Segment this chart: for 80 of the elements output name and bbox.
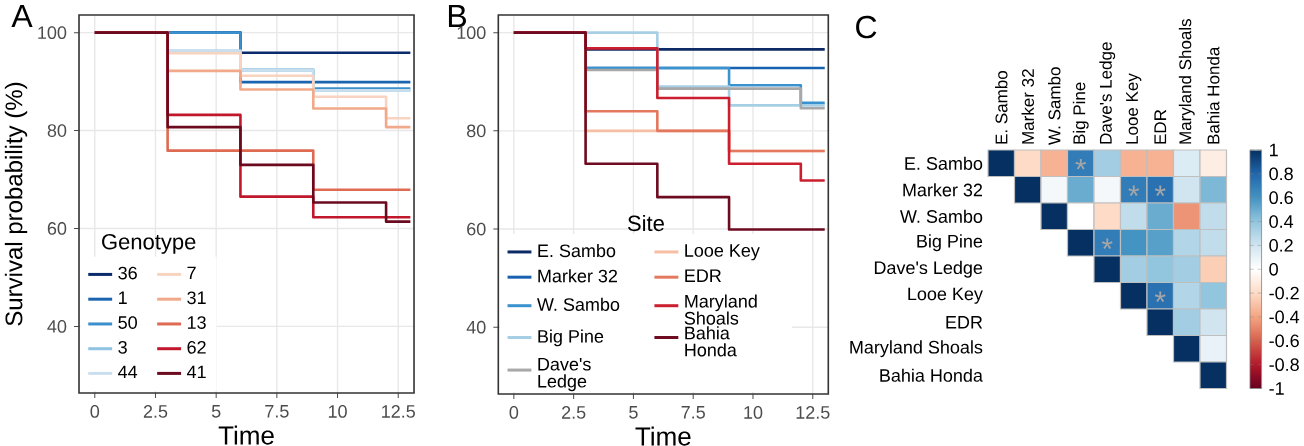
y-tick-label: 100: [38, 26, 67, 40]
x-tick-label: Looe Key: [1126, 73, 1142, 144]
y-tick-label: E. Sambo: [905, 156, 983, 170]
x-tick-label: 7.5: [265, 405, 289, 418]
x-tick-label: 2.5: [143, 405, 168, 418]
color-bar-label: 0.6: [1269, 191, 1293, 205]
y-tick-label: 80: [47, 124, 67, 137]
legend-label: Dave's Ledge: [538, 358, 591, 392]
y-tick-label: 100: [457, 26, 486, 40]
legend-label: 62: [187, 340, 206, 354]
color-bar-label: -0.6: [1269, 334, 1299, 348]
color-bar-label: -0.8: [1269, 358, 1299, 372]
y-tick-label: 40: [466, 320, 486, 334]
y-tick-label: 80: [467, 124, 486, 138]
x-tick-label: 5: [211, 405, 221, 418]
y-tick-label: 60: [47, 222, 67, 235]
color-bar-label: 0.4: [1269, 215, 1294, 228]
legend-label: Bahia Honda: [685, 326, 737, 357]
chart-title: A: [11, 5, 33, 28]
legend-label: 50: [118, 316, 137, 329]
data-label: *: [1154, 185, 1166, 196]
color-bar-label: 0.8: [1269, 167, 1293, 181]
data-label: *: [1101, 238, 1113, 249]
legend-label: Big Pine: [538, 329, 604, 347]
y-tick-label: 60: [467, 222, 486, 236]
legend-label: W. Sambo: [537, 297, 620, 311]
legend-title: Genotype: [102, 233, 196, 254]
legend-label: 31: [187, 291, 206, 305]
legend-label: 36: [118, 266, 137, 280]
chart-title: C: [856, 15, 877, 39]
x-tick-label: 12.5: [382, 405, 415, 418]
color-bar-label: 0.2: [1269, 239, 1293, 252]
x-tick-label: Bahia Honda: [1206, 46, 1220, 144]
legend-label: 41: [186, 365, 206, 379]
data-label: *: [1128, 185, 1140, 196]
chart-title: B: [448, 4, 466, 28]
legend-label: Marker 32: [538, 269, 618, 283]
y-tick-label: Dave's Ledge: [874, 260, 983, 278]
legend-label: 44: [118, 365, 138, 379]
y-tick-label: Big Pine: [917, 234, 983, 252]
y-axis-title: Survival probability (%): [4, 82, 28, 326]
x-axis-title: Time: [635, 426, 691, 446]
color-bar-label: 0: [1269, 262, 1278, 276]
y-tick-label: Marker 32: [903, 183, 983, 197]
y-tick-label: EDR: [946, 316, 983, 329]
x-tick-label: 7.5: [681, 406, 705, 419]
y-tick-label: 40: [47, 320, 67, 333]
legend-label: 7: [187, 266, 196, 280]
legend-label: Looe Key: [685, 244, 760, 261]
legend-label: E. Sambo: [538, 243, 616, 258]
x-tick-label: Dave's Ledge: [1099, 42, 1116, 144]
color-bar-label: -1: [1269, 382, 1284, 395]
x-tick-label: 0: [90, 405, 100, 418]
y-tick-label: Looe Key: [908, 287, 983, 304]
x-tick-label: 5: [629, 406, 638, 419]
x-tick-label: Maryland Shoals: [1178, 19, 1195, 144]
legend-label: 13: [187, 316, 206, 329]
x-axis-title: Time: [218, 425, 274, 445]
x-tick-label: EDR: [1154, 109, 1167, 144]
color-bar-label: -0.4: [1269, 310, 1300, 324]
y-tick-label: Bahia Honda: [880, 368, 983, 382]
x-tick-label: 12.5: [796, 406, 830, 419]
y-tick-label: W. Sambo: [900, 209, 983, 223]
y-tick-label: Maryland Shoals: [850, 340, 983, 358]
data-label: *: [1154, 291, 1166, 302]
legend-label: 1: [119, 291, 127, 304]
data-label: *: [1075, 158, 1087, 170]
legend-label: EDR: [685, 269, 721, 282]
x-tick-label: 0: [509, 406, 519, 419]
color-bar-label: 1: [1270, 143, 1278, 157]
x-tick-label: 10: [744, 406, 763, 419]
legend-label: 3: [118, 340, 127, 354]
x-tick-label: 10: [328, 405, 347, 418]
color-bar-label: -0.2: [1269, 286, 1299, 300]
x-tick-label: Big Pine: [1072, 82, 1089, 144]
x-tick-label: 2.5: [562, 406, 586, 419]
x-tick-label: W. Sambo: [1048, 67, 1061, 145]
legend-title: Site: [627, 214, 664, 232]
legend-label: Maryland Shoals: [684, 294, 757, 325]
x-tick-label: Marker 32: [1021, 69, 1034, 144]
